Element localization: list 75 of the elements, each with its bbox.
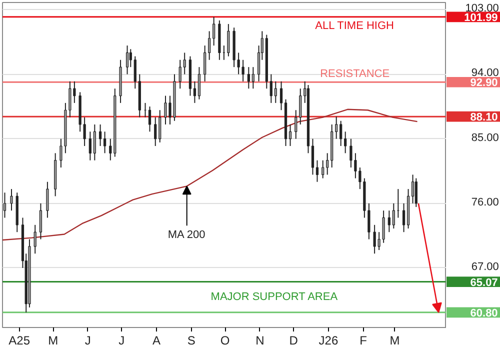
x-tick-label: A xyxy=(152,334,161,348)
x-tick-label: J xyxy=(118,334,125,348)
candlestick xyxy=(411,174,414,204)
y-tick-label: 67.00 xyxy=(471,260,499,273)
candlestick xyxy=(183,52,186,75)
candlestick xyxy=(242,59,244,82)
candlestick xyxy=(134,56,136,90)
y-tick-label: 76.00 xyxy=(471,196,499,208)
x-tick-label: D xyxy=(289,334,298,348)
y-tick-label: 94.00 xyxy=(471,67,499,80)
candlestick xyxy=(126,45,129,75)
x-tick-label: J xyxy=(84,334,91,348)
candlestick xyxy=(103,131,106,154)
ref-line-label: 92.90 xyxy=(470,77,498,90)
candlestick xyxy=(274,80,277,104)
candlestick xyxy=(392,202,395,229)
candlestick xyxy=(326,152,329,176)
candlestick xyxy=(270,74,272,104)
candlestick xyxy=(198,66,201,100)
x-tick-label: N xyxy=(256,334,264,348)
candlestick xyxy=(3,192,6,218)
candlestick xyxy=(10,188,13,212)
annotation: MA 200 xyxy=(168,229,206,242)
y-tick-label: 85.00 xyxy=(471,132,499,144)
candlestick xyxy=(294,110,298,140)
candlestick xyxy=(93,124,96,161)
candlestick xyxy=(414,178,418,208)
candlestick xyxy=(288,124,292,146)
ref-line-label: 65.07 xyxy=(470,276,498,289)
annotation: RESISTANCE xyxy=(320,68,390,80)
candlestick xyxy=(388,210,390,233)
line-series xyxy=(2,108,418,241)
candlestick xyxy=(280,80,283,111)
ref-line-label: 60.80 xyxy=(470,307,498,320)
candlestick xyxy=(340,120,342,146)
candlestick xyxy=(98,124,102,146)
x-tick-label: M xyxy=(48,334,58,348)
candlestick xyxy=(34,224,36,254)
candlestick xyxy=(402,202,406,233)
candlestick xyxy=(237,52,240,75)
x-tick-label: F xyxy=(360,334,367,348)
ref-line-label: 101.99 xyxy=(464,12,498,24)
candlestick xyxy=(88,131,92,161)
candlestick xyxy=(208,30,211,60)
x-tick-label: O xyxy=(220,334,230,348)
candlestick xyxy=(178,59,182,90)
x-tick-label: A25 xyxy=(8,334,30,348)
candlestick xyxy=(247,66,250,90)
candlestick xyxy=(193,80,196,104)
candlestick xyxy=(252,66,254,90)
candlestick xyxy=(148,106,152,132)
candlestick xyxy=(46,181,49,218)
candlestick xyxy=(204,45,206,82)
candlestick xyxy=(299,88,302,125)
candlestick xyxy=(60,138,62,168)
annotation: ALL TIME HIGH xyxy=(315,20,394,32)
candlestick xyxy=(129,48,132,68)
candlestick xyxy=(322,160,324,179)
candlestick xyxy=(39,202,42,240)
candlestick xyxy=(109,138,112,161)
candlestick xyxy=(212,16,216,46)
candlestick xyxy=(335,116,338,140)
candlestick xyxy=(311,138,314,176)
candlestick xyxy=(154,116,157,146)
annotation: MAJOR SUPPORT AREA xyxy=(210,291,338,304)
ref-line-label: 88.10 xyxy=(470,112,498,124)
candlestick xyxy=(368,202,370,240)
candlestick xyxy=(316,160,319,182)
x-tick-label: S xyxy=(187,334,196,348)
candlestick xyxy=(158,110,162,143)
x-tick-label: J26 xyxy=(318,334,338,348)
candlestick xyxy=(227,24,230,57)
x-tick-label: M xyxy=(390,334,400,348)
candlestick xyxy=(83,116,86,146)
candlestick xyxy=(344,131,347,154)
